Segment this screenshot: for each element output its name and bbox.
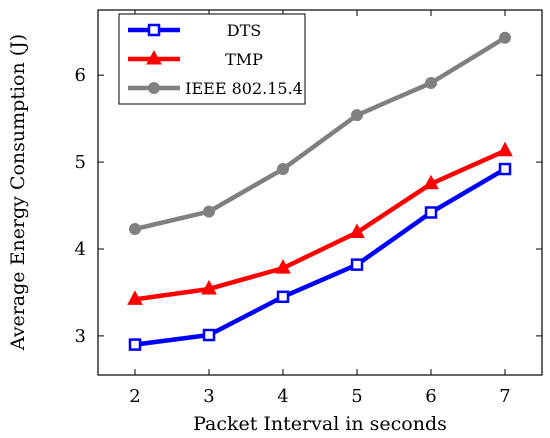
y-tick-label: 6: [75, 65, 86, 86]
legend: DTS TMP IEEE 802.15.4: [118, 13, 306, 105]
legend-marker-dts: [147, 23, 161, 37]
series-line-dts: [134, 167, 507, 347]
data-point-ieee-802-15-4: [277, 163, 289, 176]
legend-entry-tmp: TMP: [128, 49, 263, 69]
data-point-tmp: [497, 141, 513, 157]
series-layer: [127, 31, 513, 351]
series-dts: [128, 162, 512, 351]
legend-label-tmp: TMP: [225, 50, 263, 69]
plot-frame: [97, 9, 543, 376]
legend-entry-dts: DTS: [128, 21, 261, 40]
legend-entry-ieee-802-15-4: IEEE 802.15.4: [128, 79, 303, 98]
legend-label-dts: DTS: [227, 21, 261, 40]
series-tmp: [127, 141, 513, 305]
data-point-tmp: [127, 290, 143, 305]
data-point-dts: [498, 162, 512, 176]
x-tick-label: 6: [425, 386, 436, 407]
data-point-dts: [424, 206, 438, 219]
x-tick-label: 3: [203, 386, 214, 407]
axis-ticks: 2 3 4 5 6 7 3 4 5 6: [75, 10, 542, 407]
x-tick-label: 5: [351, 386, 362, 407]
y-tick-label: 4: [75, 239, 86, 260]
data-point-tmp: [201, 279, 217, 295]
y-tick-label: 3: [75, 326, 86, 347]
series-ieee-802-15-4: [129, 31, 511, 235]
x-tick-label: 2: [129, 386, 140, 407]
data-point-tmp: [275, 259, 291, 274]
legend-marker-ieee-802-15-4: [148, 82, 160, 94]
data-point-dts: [350, 258, 364, 271]
y-axis-label: Average Energy Consumption (J): [7, 34, 29, 351]
data-point-ieee-802-15-4: [129, 223, 141, 235]
legend-marker-tmp: [146, 49, 162, 65]
x-tick-label: 7: [499, 386, 510, 407]
data-point-tmp: [423, 174, 439, 190]
y-tick-label: 5: [75, 152, 86, 173]
data-point-dts: [202, 328, 216, 342]
data-point-ieee-802-15-4: [499, 31, 511, 44]
x-tick-label: 4: [277, 386, 288, 407]
data-point-ieee-802-15-4: [203, 205, 215, 218]
data-point-tmp: [349, 223, 365, 238]
series-line-tmp: [134, 148, 506, 302]
data-point-ieee-802-15-4: [351, 109, 363, 122]
data-point-dts: [128, 338, 142, 351]
legend-label-ieee-802-15-4: IEEE 802.15.4: [185, 79, 303, 98]
x-axis-label: Packet Interval in seconds: [193, 413, 447, 435]
data-point-dts: [276, 290, 290, 304]
series-line-ieee-802-15-4: [134, 35, 507, 232]
data-point-ieee-802-15-4: [425, 77, 437, 89]
